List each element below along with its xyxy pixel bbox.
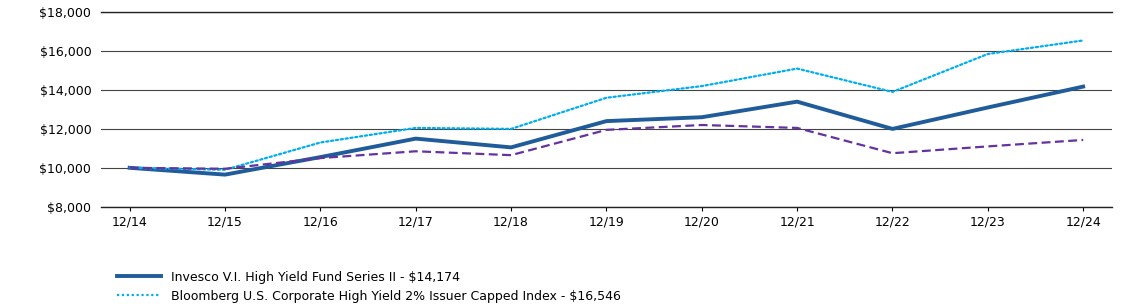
Legend: Invesco V.I. High Yield Fund Series II - $14,174, Bloomberg U.S. Corporate High : Invesco V.I. High Yield Fund Series II -… xyxy=(118,271,621,304)
